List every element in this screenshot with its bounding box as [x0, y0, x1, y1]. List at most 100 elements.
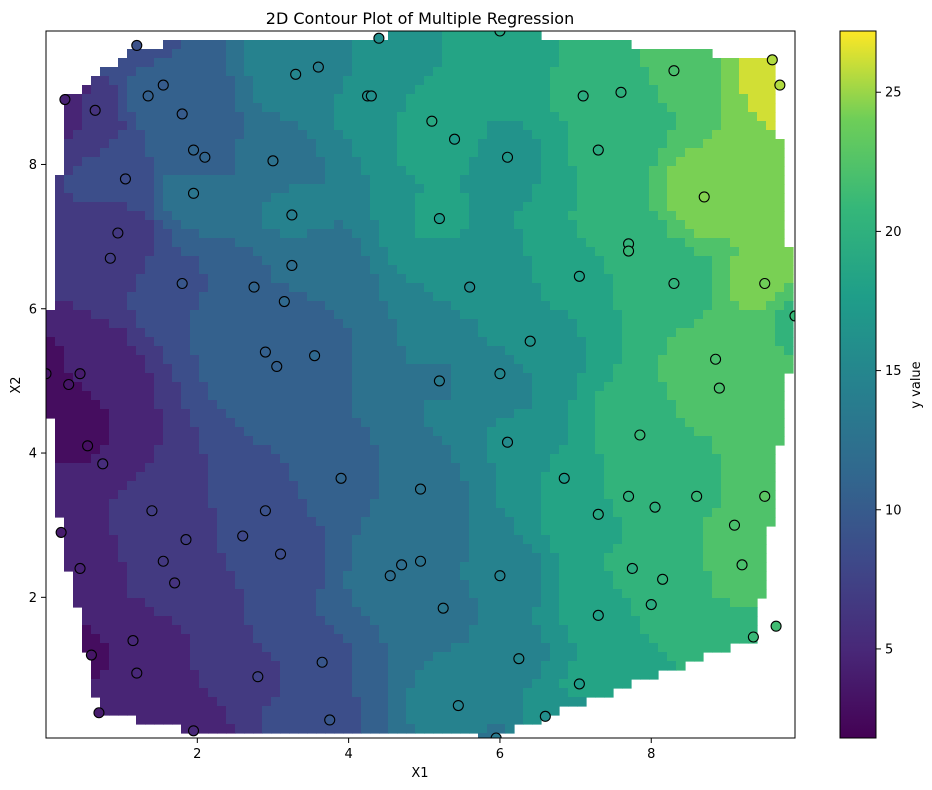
contour-cell [406, 436, 416, 446]
contour-cell [406, 346, 416, 356]
contour-cell [73, 481, 83, 491]
contour-cell [379, 139, 389, 149]
contour-cell [217, 499, 227, 509]
contour-cell [181, 229, 191, 239]
contour-cell [604, 274, 614, 284]
contour-cell [100, 346, 110, 356]
contour-cell [514, 346, 524, 356]
contour-cell [235, 229, 245, 239]
contour-cell [91, 148, 101, 158]
contour-cell [460, 427, 470, 437]
contour-cell [334, 400, 344, 410]
contour-cell [424, 94, 434, 104]
contour-cell [541, 670, 551, 680]
contour-cell [109, 355, 119, 365]
contour-cell [262, 157, 272, 167]
contour-cell [199, 445, 209, 455]
contour-cell [442, 715, 452, 725]
contour-cell [595, 40, 605, 50]
contour-cell [487, 328, 497, 338]
contour-cell [280, 220, 290, 230]
contour-cell [559, 229, 569, 239]
contour-cell [559, 445, 569, 455]
contour-cell [487, 535, 497, 545]
contour-cell [613, 247, 623, 257]
contour-cell [226, 715, 236, 725]
contour-cell [325, 58, 335, 68]
contour-cell [361, 166, 371, 176]
contour-cell [442, 40, 452, 50]
contour-cell [271, 706, 281, 716]
contour-cell [469, 364, 479, 374]
contour-cell [406, 40, 416, 50]
contour-cell [532, 598, 542, 608]
contour-cell [91, 301, 101, 311]
contour-cell [586, 103, 596, 113]
contour-cell [145, 418, 155, 428]
contour-cell [451, 517, 461, 527]
contour-cell [262, 391, 272, 401]
contour-cell [208, 49, 218, 59]
contour-cell [550, 508, 560, 518]
contour-cell [379, 121, 389, 131]
contour-cell [181, 328, 191, 338]
contour-cell [487, 598, 497, 608]
contour-cell [253, 274, 263, 284]
contour-cell [469, 193, 479, 203]
contour-cell [190, 688, 200, 698]
contour-cell [361, 544, 371, 554]
contour-cell [298, 517, 308, 527]
contour-cell [334, 202, 344, 212]
contour-cell [226, 508, 236, 518]
contour-cell [379, 265, 389, 275]
contour-cell [181, 121, 191, 131]
contour-cell [244, 490, 254, 500]
contour-cell [226, 328, 236, 338]
contour-cell [343, 670, 353, 680]
contour-cell [568, 454, 578, 464]
contour-cell [226, 724, 236, 734]
contour-cell [136, 562, 146, 572]
contour-cell [352, 697, 362, 707]
contour-cell [442, 688, 452, 698]
contour-cell [361, 355, 371, 365]
contour-cell [424, 229, 434, 239]
contour-cell [118, 598, 128, 608]
contour-cell [361, 391, 371, 401]
contour-cell [640, 130, 650, 140]
contour-cell [343, 661, 353, 671]
contour-cell [100, 391, 110, 401]
contour-cell [307, 337, 317, 347]
contour-cell [73, 571, 83, 581]
contour-cell [262, 103, 272, 113]
contour-cell [406, 301, 416, 311]
contour-cell [586, 229, 596, 239]
contour-cell [226, 535, 236, 545]
contour-cell [145, 634, 155, 644]
contour-cell [361, 157, 371, 167]
contour-cell [127, 292, 137, 302]
contour-cell [424, 238, 434, 248]
contour-cell [361, 202, 371, 212]
contour-cell [496, 301, 506, 311]
contour-cell [271, 229, 281, 239]
contour-cell [289, 247, 299, 257]
contour-cell [487, 49, 497, 59]
contour-cell [118, 202, 128, 212]
contour-cell [442, 67, 452, 77]
contour-cell [73, 346, 83, 356]
contour-cell [307, 445, 317, 455]
contour-cell [406, 310, 416, 320]
contour-cell [208, 256, 218, 266]
contour-cell [433, 544, 443, 554]
contour-cell [631, 355, 641, 365]
contour-cell [595, 526, 605, 536]
contour-cell [118, 634, 128, 644]
contour-cell [109, 157, 119, 167]
contour-cell [307, 103, 317, 113]
contour-cell [64, 400, 74, 410]
contour-cell [73, 472, 83, 482]
contour-cell [622, 139, 632, 149]
contour-cell [640, 616, 650, 626]
contour-cell [415, 616, 425, 626]
